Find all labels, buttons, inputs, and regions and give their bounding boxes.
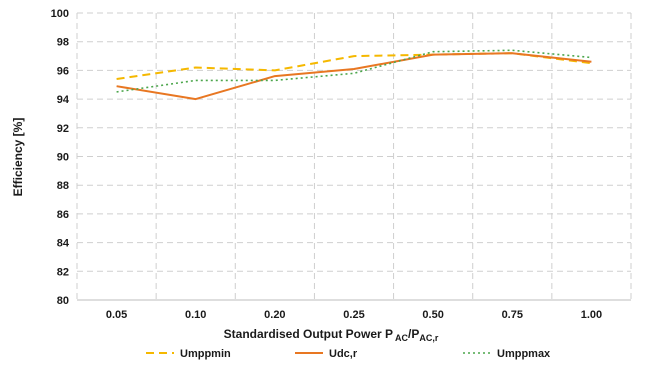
x-tick-labels: 0.05 0.10 0.20 0.25 0.50 0.75 1.00 xyxy=(106,309,602,321)
y-tick-label: 100 xyxy=(51,8,69,20)
y-tick-label: 80 xyxy=(57,295,69,307)
legend-label: Udc,r xyxy=(329,348,358,360)
y-tick-label: 84 xyxy=(57,238,70,250)
y-tick-label: 82 xyxy=(57,266,69,278)
y-tick-label: 90 xyxy=(57,152,69,164)
y-tick-label: 88 xyxy=(57,180,69,192)
y-tick-label: 86 xyxy=(57,209,69,221)
x-tick-label: 1.00 xyxy=(581,309,602,321)
x-tick-label: 0.20 xyxy=(264,309,285,321)
y-tick-label: 96 xyxy=(57,65,69,77)
series-line-1 xyxy=(116,52,592,80)
y-tick-label: 94 xyxy=(57,94,70,106)
series-lines xyxy=(116,49,592,101)
legend: Umppmin Udc,r Umppmax xyxy=(146,348,551,360)
x-axis-title-main: Standardised Output Power P xyxy=(224,327,393,341)
x-tick-label: 0.75 xyxy=(502,309,523,321)
x-tick-label: 0.25 xyxy=(343,309,364,321)
x-axis-title-sub1: AC xyxy=(395,333,408,343)
x-axis-title-mid: /P xyxy=(408,327,419,341)
series-line-2 xyxy=(116,52,592,101)
x-tick-label: 0.10 xyxy=(185,309,206,321)
y-tick-label: 92 xyxy=(57,123,69,135)
legend-label: Umppmin xyxy=(180,348,231,360)
x-tick-label: 0.05 xyxy=(106,309,127,321)
x-axis-title-sub2: AC,r xyxy=(419,333,438,343)
y-tick-label: 98 xyxy=(57,37,69,49)
x-axis-title: Standardised Output Power P AC/PAC,r xyxy=(224,327,439,343)
y-axis-title: Efficiency [%] xyxy=(11,118,25,197)
legend-label: Umppmax xyxy=(497,348,551,360)
y-tick-labels: 80 82 84 86 88 90 92 94 96 98 100 xyxy=(51,8,70,307)
x-tick-label: 0.50 xyxy=(422,309,443,321)
